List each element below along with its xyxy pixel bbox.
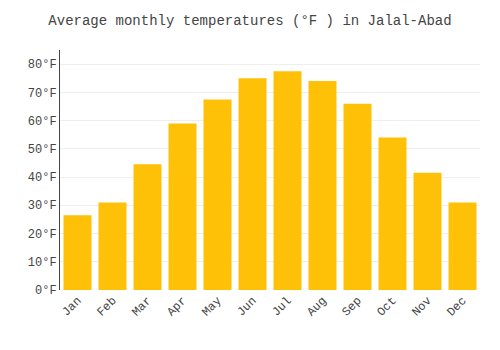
svg-text:0°F: 0°F xyxy=(35,284,57,298)
svg-text:Aug: Aug xyxy=(304,294,329,319)
svg-text:Apr: Apr xyxy=(164,294,189,319)
svg-text:Jan: Jan xyxy=(59,294,84,319)
svg-text:May: May xyxy=(199,294,224,319)
svg-text:Mar: Mar xyxy=(129,294,154,319)
svg-text:60°F: 60°F xyxy=(28,115,57,129)
svg-text:40°F: 40°F xyxy=(28,171,57,185)
svg-text:Average monthly temperatures (: Average monthly temperatures (°F ) in Ja… xyxy=(48,13,451,29)
svg-text:20°F: 20°F xyxy=(28,228,57,242)
svg-text:Jun: Jun xyxy=(234,294,259,319)
svg-text:Nov: Nov xyxy=(409,294,434,319)
svg-text:Jul: Jul xyxy=(269,294,294,319)
svg-text:30°F: 30°F xyxy=(28,199,57,213)
svg-text:80°F: 80°F xyxy=(28,58,57,72)
svg-text:Oct: Oct xyxy=(374,294,399,319)
svg-text:Dec: Dec xyxy=(444,294,469,319)
svg-text:50°F: 50°F xyxy=(28,143,57,157)
svg-text:10°F: 10°F xyxy=(28,256,57,270)
svg-text:Feb: Feb xyxy=(94,294,119,319)
svg-text:70°F: 70°F xyxy=(28,87,57,101)
svg-text:Sep: Sep xyxy=(339,294,364,319)
